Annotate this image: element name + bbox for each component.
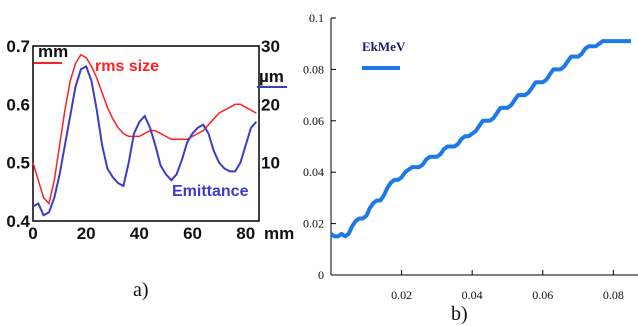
panel-a-left-tick-label: 0.5 <box>6 154 30 173</box>
panel-a-right-tick-label: 20 <box>261 95 280 114</box>
panel-a-rms-size-label: rms size <box>95 58 159 75</box>
panel-a-x-tick-label: 60 <box>183 224 202 243</box>
panel-a-right-tick-label: 30 <box>261 37 280 56</box>
panel-b-y-tick-label: 0.08 <box>303 62 324 76</box>
panel-b-y-tick-label: 0.1 <box>309 11 324 25</box>
panel-a-x-tick-label: 20 <box>77 224 96 243</box>
panel-a-left-ticks: 0.4 0.5 0.6 0.7 <box>6 37 30 231</box>
panel-b-y-tick-label: 0 <box>318 268 324 282</box>
panel-b-y-ticks: 0 0.02 0.04 0.06 0.08 0.1 <box>303 11 336 282</box>
panel-b-x-tick-label: 0.04 <box>462 288 483 302</box>
panel-a-x-tick-label: 0 <box>28 224 37 243</box>
panel-a: mm µm rms size Emittance 0.4 0.5 0.6 0.7 10… <box>6 37 294 301</box>
panel-b-y-tick-label: 0.04 <box>303 165 324 179</box>
panel-a-right-tick-label: 10 <box>261 154 280 173</box>
panel-b-x-ticks: 0.02 0.04 0.06 0.08 <box>391 270 624 302</box>
panel-b-x-tick-label: 0.06 <box>532 288 553 302</box>
panel-a-left-unit: mm <box>38 42 68 61</box>
panel-a-x-tick-label: 40 <box>130 224 149 243</box>
panel-a-x-unit: mm <box>264 224 294 243</box>
panel-a-left-tick-label: 0.4 <box>6 212 30 231</box>
panel-b-y-tick-label: 0.06 <box>303 114 324 128</box>
panel-a-left-tick-label: 0.6 <box>6 95 30 114</box>
panel-b: EkMeV 00.020.040.060.080.1 0.02 0.04 0.06 0… <box>303 11 638 325</box>
panel-a-rms-size-line <box>32 53 257 206</box>
panel-a-right-unit: µm <box>259 67 284 86</box>
panel-b-x-tick-label: 0.02 <box>391 288 412 302</box>
panel-b-legend-label: EkMeV <box>362 39 406 54</box>
panel-b-label: b) <box>451 303 468 325</box>
panel-b-x-tick-label: 0.08 <box>603 288 624 302</box>
panel-b-y-tick-label: 0.02 <box>303 217 324 231</box>
panel-b-ekmev-line <box>329 39 631 239</box>
panel-a-label: a) <box>133 279 149 301</box>
panel-a-left-tick-label: 0.7 <box>6 37 30 56</box>
panel-a-emittance-line <box>32 64 258 217</box>
panel-a-emittance-label: Emittance <box>172 183 249 200</box>
panel-a-right-ticks: 10 20 30 <box>261 37 280 173</box>
panel-a-x-ticks: 0 20 40 60 80 <box>28 224 255 243</box>
panel-a-plot-frame <box>32 45 260 222</box>
panel-a-x-tick-label: 80 <box>236 224 255 243</box>
